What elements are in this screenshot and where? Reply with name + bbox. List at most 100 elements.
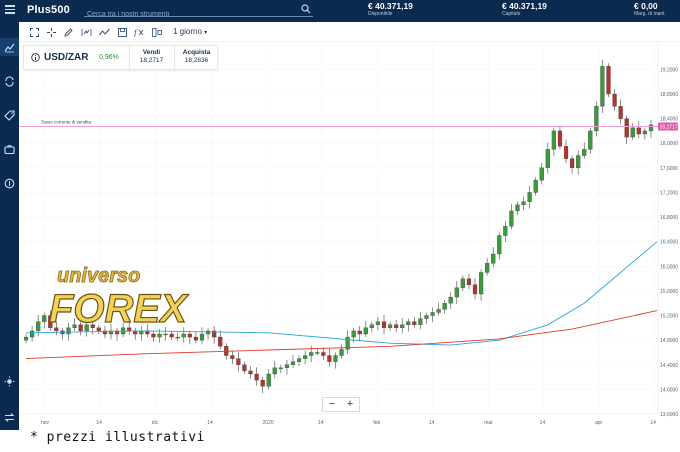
- search-icon[interactable]: [301, 4, 311, 14]
- candle-body-up: [351, 330, 356, 338]
- sidebar-item-theme[interactable]: [0, 372, 19, 390]
- candle: [594, 101, 599, 137]
- menu-button[interactable]: [3, 3, 17, 17]
- search-input[interactable]: [84, 8, 294, 21]
- sidebar-item-positions[interactable]: [0, 72, 19, 90]
- candle: [78, 321, 83, 336]
- candle-body-down: [357, 330, 362, 335]
- buy-price: 18,2836: [184, 57, 209, 64]
- candle-body-down: [254, 373, 259, 381]
- y-tick-label: 15,6000: [660, 289, 678, 295]
- candle: [212, 326, 217, 344]
- maintenance-margin: € 0,00 Marg. di mant.: [634, 1, 666, 17]
- sell-button[interactable]: Vendi 18,2717: [129, 46, 173, 69]
- swap-icon: [4, 412, 15, 422]
- current-price-label: Tasso corrente di vendita: [41, 120, 92, 125]
- briefcase-icon: [4, 144, 15, 154]
- candle-body-down: [248, 370, 253, 375]
- x-tick-label: 14: [207, 420, 213, 426]
- candle: [630, 122, 635, 141]
- y-tick-label: 16,0000: [660, 264, 678, 270]
- candle: [442, 300, 447, 314]
- candle-body-down: [636, 127, 641, 135]
- candle: [642, 127, 647, 140]
- candle: [588, 127, 593, 154]
- timeframe-select[interactable]: 1 giorno ▾: [173, 27, 207, 36]
- y-tick-label: 14,8000: [660, 338, 678, 344]
- candle: [485, 258, 490, 276]
- candle: [381, 314, 387, 335]
- candle-body-up: [345, 336, 350, 350]
- x-tick-label: 2020: [263, 420, 274, 426]
- candle: [339, 344, 344, 359]
- candle: [600, 59, 605, 114]
- zoom-controls: − +: [322, 397, 360, 412]
- candle: [448, 292, 453, 309]
- candle-body-up: [545, 149, 550, 168]
- candle-body-down: [90, 324, 95, 328]
- candle-body-down: [193, 336, 199, 341]
- sidebar-item-switch[interactable]: [0, 408, 19, 426]
- candle: [424, 312, 429, 325]
- sidebar-item-orders[interactable]: [0, 106, 19, 124]
- sidebar-item-funds[interactable]: [0, 174, 19, 192]
- function-icon: [81, 28, 91, 36]
- formula-button[interactable]: f: [133, 26, 145, 38]
- candle: [509, 204, 514, 230]
- candle: [30, 326, 35, 342]
- candle-body-up: [485, 263, 490, 273]
- candle-body-up: [533, 180, 538, 193]
- sidebar-item-portfolio[interactable]: [0, 140, 19, 158]
- candle: [205, 327, 211, 340]
- buy-button[interactable]: Acquista 18,2836: [174, 46, 218, 69]
- candle-body-down: [412, 321, 417, 325]
- candle-body-up: [42, 315, 47, 322]
- indicator-button[interactable]: [80, 26, 92, 38]
- draw-button[interactable]: [62, 26, 74, 38]
- candle: [478, 269, 484, 301]
- price-chart[interactable]: 19,2000 18,8000 18,4000 18,0000 17,6000 17,20…: [19, 42, 680, 430]
- candle: [296, 355, 302, 366]
- price-axis: [658, 42, 680, 430]
- candle: [102, 326, 108, 339]
- chart-canvas[interactable]: 19,2000 18,8000 18,4000 18,0000 17,6000 17,20…: [19, 42, 680, 430]
- candle: [406, 318, 411, 332]
- candle: [266, 369, 271, 390]
- zoom-in-button[interactable]: +: [346, 398, 354, 410]
- x-tick-label: 14: [429, 420, 435, 426]
- y-tick-label: 14,4000: [660, 363, 678, 369]
- candle-body-down: [466, 278, 472, 285]
- y-tick-label: 13,6000: [660, 412, 678, 418]
- candle-body-up: [290, 361, 296, 365]
- fullscreen-button[interactable]: [28, 26, 40, 38]
- candle-body-up: [36, 321, 41, 332]
- candle: [363, 321, 368, 338]
- candle-body-up: [424, 315, 429, 319]
- compare-button[interactable]: [151, 26, 163, 38]
- candle: [36, 314, 41, 337]
- candle: [163, 327, 168, 341]
- candle-body-up: [30, 330, 35, 338]
- zoom-out-button[interactable]: −: [328, 398, 336, 410]
- candle: [618, 99, 623, 125]
- candle-body-down: [102, 330, 108, 335]
- trendline-button[interactable]: [98, 26, 110, 38]
- candle-body-up: [333, 355, 338, 362]
- candle: [521, 196, 526, 211]
- candle: [436, 302, 441, 316]
- sidebar-item-charts[interactable]: [0, 38, 19, 56]
- candle: [527, 185, 532, 209]
- candle: [576, 150, 581, 175]
- candle-body-down: [327, 355, 332, 362]
- save-button[interactable]: [116, 26, 128, 38]
- crosshair-button[interactable]: [45, 26, 57, 38]
- y-tick-label: 16,4000: [660, 240, 678, 246]
- candle-body-down: [54, 327, 59, 332]
- candle-body-down: [48, 315, 53, 328]
- search-box[interactable]: [84, 3, 313, 21]
- chart-toolbar: f 1 giorno ▾: [19, 22, 680, 42]
- candle-body-down: [96, 327, 101, 332]
- info-icon[interactable]: [31, 53, 40, 62]
- candle-body-up: [369, 324, 374, 328]
- candle-body-down: [557, 130, 563, 147]
